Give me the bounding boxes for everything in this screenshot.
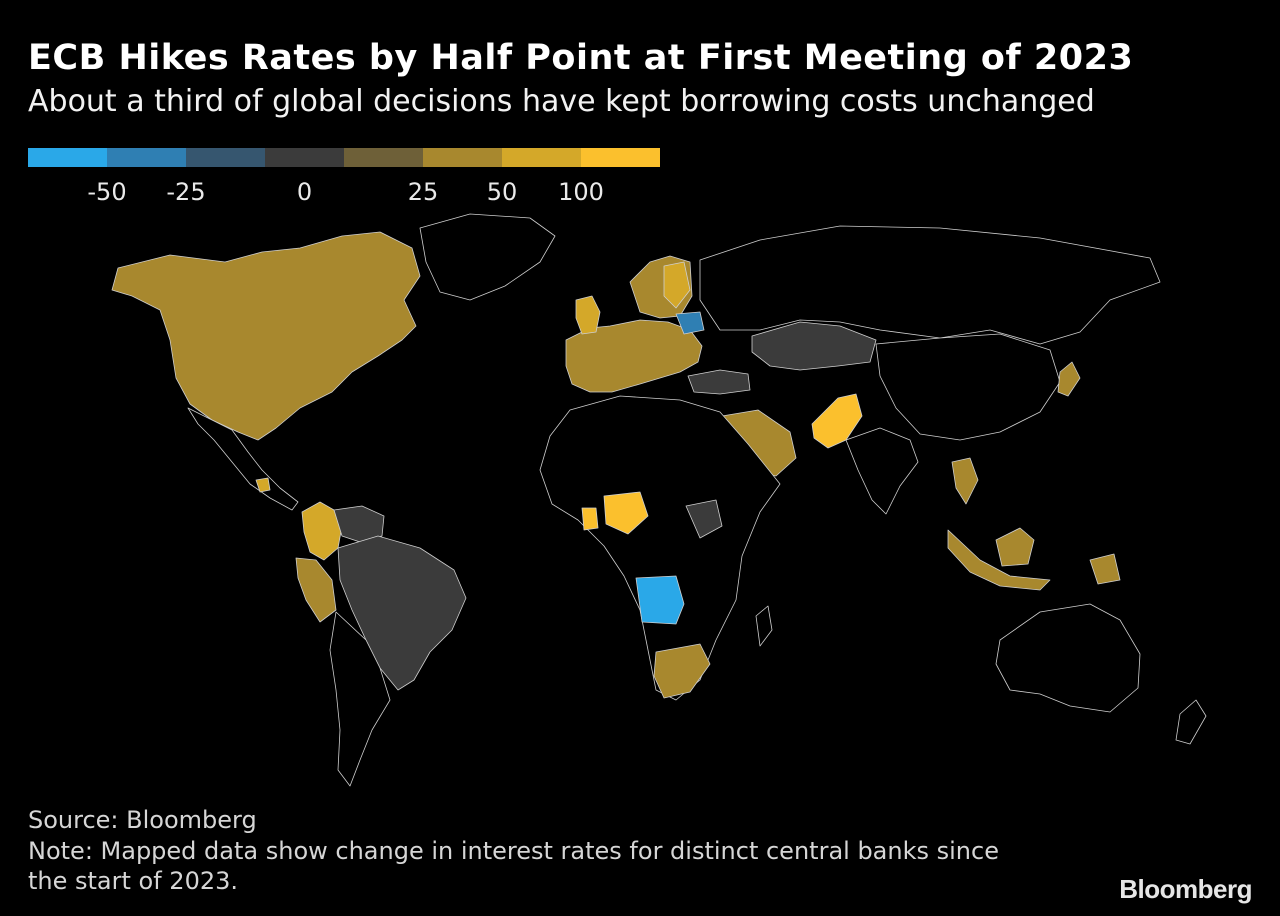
region-sweden	[663, 261, 691, 309]
region-europe	[565, 319, 703, 393]
region-north-america	[111, 231, 421, 441]
world-map	[111, 213, 1207, 787]
region-angola	[635, 575, 685, 625]
region-madagascar	[755, 605, 773, 647]
region-thailand	[951, 457, 979, 505]
legend-swatch	[502, 148, 581, 167]
bloomberg-logo: Bloomberg	[1119, 874, 1252, 904]
region-new-zealand	[1175, 699, 1207, 745]
region-brazil	[337, 535, 467, 691]
legend-swatch	[423, 148, 502, 167]
region-india	[845, 427, 919, 515]
legend-swatch	[107, 148, 186, 167]
legend-label: -50	[87, 178, 127, 206]
legend-swatch	[581, 148, 660, 167]
footnote: Note: Mapped data show change in interes…	[28, 837, 999, 895]
legend-swatch	[28, 148, 107, 167]
region-japan	[1057, 361, 1081, 397]
region-east-africa	[685, 499, 723, 539]
legend-swatch	[265, 148, 344, 167]
legend-label: 50	[486, 178, 518, 206]
region-indonesia	[947, 529, 1051, 591]
source-note: Source: Bloomberg	[28, 806, 257, 834]
region-belarus	[675, 311, 705, 335]
region-pakistan	[811, 393, 863, 449]
legend-color-scale	[28, 148, 660, 167]
region-south-africa	[653, 643, 711, 699]
region-nigeria	[603, 491, 649, 535]
chart-title: ECB Hikes Rates by Half Point at First M…	[28, 38, 1134, 78]
region-kazakhstan	[751, 321, 877, 371]
legend-label: 100	[558, 178, 604, 206]
legend-labels: -50 -25 0 25 50 100	[28, 178, 668, 208]
region-peru	[295, 557, 337, 623]
legend-swatch	[186, 148, 265, 167]
legend-label: 0	[296, 178, 313, 206]
chart-subtitle: About a third of global decisions have k…	[28, 84, 1095, 119]
region-uk	[575, 295, 601, 335]
legend-swatch	[344, 148, 423, 167]
region-china	[875, 333, 1061, 441]
region-greenland	[419, 213, 556, 301]
region-argentina-chile	[329, 611, 391, 787]
region-ghana	[581, 507, 599, 531]
region-turkey	[687, 369, 751, 395]
legend-label: -25	[166, 178, 206, 206]
region-russia	[699, 225, 1161, 345]
legend-label: 25	[407, 178, 439, 206]
region-venezuela	[333, 505, 385, 543]
region-borneo	[995, 527, 1035, 567]
region-guatemala	[255, 477, 271, 493]
region-australia	[995, 603, 1141, 713]
region-papua	[1089, 553, 1121, 585]
region-mexico-central-america	[187, 407, 299, 511]
